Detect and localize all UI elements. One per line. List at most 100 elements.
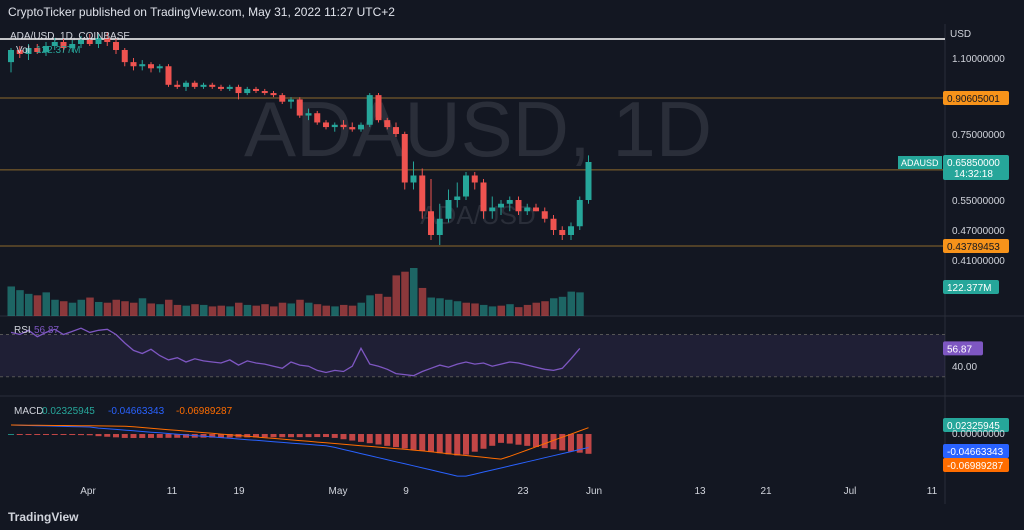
candle-body: [541, 211, 548, 219]
candle-body: [69, 44, 76, 48]
volume-bar: [532, 302, 540, 316]
symbol-legend: ADA/USD, 1D, COINBASE: [10, 31, 130, 42]
candle-body: [95, 38, 102, 44]
candle-body: [261, 90, 268, 94]
macd-histogram-bar: [349, 434, 356, 441]
macd-histogram-bar: [323, 434, 329, 438]
volume-bar: [550, 298, 558, 316]
macd-histogram-bar: [428, 434, 434, 453]
candle-body: [139, 64, 146, 67]
candle-body: [78, 40, 84, 44]
macd-histogram-bar: [270, 434, 277, 438]
macd-histogram-bar: [498, 434, 504, 443]
candle-body: [454, 196, 461, 200]
volume-bar: [95, 301, 103, 316]
macd-badge-text: -0.06989287: [947, 461, 1004, 472]
time-axis-tick: 11: [927, 486, 938, 497]
signal-line: [10, 424, 589, 460]
macd-histogram-bar: [148, 434, 154, 438]
price-tick-label: 0.75000000: [952, 130, 1005, 141]
candle-body: [174, 84, 181, 87]
volume-bar: [42, 292, 50, 316]
candle-body: [401, 134, 408, 183]
candle-body: [165, 66, 172, 85]
candle-body: [244, 88, 251, 94]
volume-bar: [217, 305, 225, 316]
macd-legend-value: -0.06989287: [176, 406, 233, 417]
candle-body: [419, 175, 426, 212]
volume-badge-text: 122.377M: [947, 283, 991, 294]
volume-bar: [287, 303, 295, 316]
volume-bar: [270, 306, 278, 316]
macd-histogram-bar: [218, 434, 224, 438]
volume-bar: [16, 290, 24, 316]
volume-bar: [576, 292, 584, 316]
candle-body: [331, 124, 338, 128]
macd-histogram-bar: [8, 434, 14, 435]
volume-bar: [357, 302, 365, 316]
header-bar: CryptoTicker published on TradingView.co…: [0, 0, 1024, 24]
macd-label: MACD: [14, 406, 43, 417]
volume-bar: [383, 296, 392, 316]
price-badge-text: 0.90605001: [947, 94, 1000, 105]
macd-histogram-bar: [550, 434, 557, 450]
rsi-band: [0, 334, 945, 377]
macd-histogram-bar: [305, 434, 312, 438]
volume-legend-value: 122.377M: [36, 45, 80, 56]
volume-bar: [278, 302, 287, 316]
candle-body: [86, 40, 93, 44]
time-axis-tick: 21: [760, 486, 772, 497]
volume-bar: [322, 305, 330, 316]
candle-body: [568, 226, 574, 235]
candle-body: [25, 48, 32, 54]
candle-body: [34, 48, 41, 52]
candle-body: [576, 200, 583, 227]
macd-histogram-bar: [401, 434, 408, 449]
volume-bar: [497, 305, 505, 316]
macd-histogram-bar: [585, 434, 592, 454]
macd-histogram-bar: [104, 434, 111, 437]
volume-bar: [7, 286, 15, 316]
macd-histogram-bar: [559, 434, 566, 451]
price-tick-label: 0.41000000: [952, 256, 1005, 267]
volume-bar: [348, 305, 357, 316]
volume-bar: [541, 301, 549, 316]
volume-bar: [121, 301, 129, 316]
candle-body: [209, 84, 216, 87]
volume-legend-label: Vol: [16, 45, 30, 56]
volume-bar: [261, 304, 269, 316]
macd-histogram-bar: [410, 434, 417, 450]
macd-histogram-bar: [253, 434, 259, 438]
macd-histogram-bar: [489, 434, 496, 446]
macd-histogram-bar: [86, 434, 93, 436]
macd-histogram-bar: [524, 434, 531, 446]
macd-legend-value: 0.02325945: [42, 406, 95, 417]
candle-body: [506, 200, 513, 204]
volume-bar: [488, 306, 497, 316]
macd-histogram-bar: [576, 434, 583, 453]
volume-bar: [296, 299, 304, 316]
trading-chart[interactable]: ADAUSD, 1DADA/USDUSD1.100000000.75000000…: [0, 24, 1024, 504]
macd-histogram-bar: [51, 434, 58, 435]
time-axis-tick: 13: [694, 486, 706, 497]
volume-bar: [471, 303, 479, 316]
volume-bar: [191, 304, 199, 316]
candle-body: [113, 42, 119, 50]
macd-histogram-bar: [25, 434, 32, 435]
candle-body: [296, 99, 303, 116]
candle-body: [436, 218, 443, 235]
macd-histogram-bar: [174, 434, 181, 438]
macd-histogram-bar: [279, 434, 286, 438]
candle-body: [366, 95, 373, 125]
candle-body: [515, 200, 522, 212]
volume-bar: [480, 304, 488, 316]
volume-bar: [252, 305, 260, 316]
macd-histogram-bar: [165, 434, 172, 438]
candle-body: [235, 86, 242, 94]
candle-body: [314, 113, 321, 123]
macd-badge: [943, 458, 1009, 472]
macd-legend-value: -0.04663343: [108, 406, 165, 417]
volume-bar: [401, 271, 409, 316]
macd-histogram-bar: [331, 434, 338, 438]
candle-body: [340, 124, 347, 128]
